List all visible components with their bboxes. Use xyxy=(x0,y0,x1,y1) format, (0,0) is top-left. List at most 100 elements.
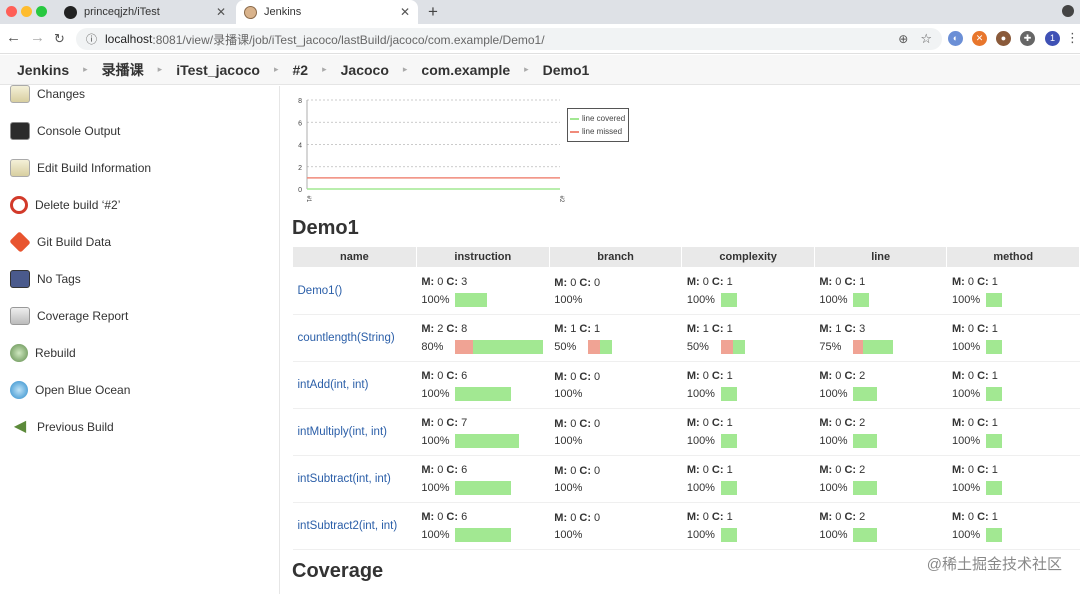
reload-icon[interactable]: ↻ xyxy=(54,31,65,46)
breadcrumb-item-jenkins[interactable]: Jenkins xyxy=(17,61,70,78)
breadcrumb-item-job[interactable]: iTest_jacoco xyxy=(176,61,260,78)
missed-count: 0 xyxy=(570,276,577,289)
coverage-cell: M: 1 C: 1 50% xyxy=(549,314,682,362)
y-tick-label: 2 xyxy=(298,165,302,172)
missed-count: 0 xyxy=(702,369,709,382)
missed-covered-counts: M: 0 C: 1 xyxy=(951,369,998,382)
new-tab-icon[interactable]: + xyxy=(428,2,438,21)
covered-count: 1 xyxy=(726,416,733,429)
column-header-complexity[interactable]: complexity xyxy=(681,246,815,268)
forward-icon[interactable]: → xyxy=(30,29,45,46)
missed-count: 0 xyxy=(570,370,577,383)
percentage-row: 100% xyxy=(421,386,549,401)
coverage-table: name instruction branch complexity line … xyxy=(292,246,1080,550)
close-window-button[interactable] xyxy=(6,6,17,17)
percentage-row: 50% xyxy=(687,339,815,354)
column-header-method[interactable]: method xyxy=(946,246,1080,268)
cookie-icon[interactable]: ● xyxy=(996,31,1011,46)
covered-count: 2 xyxy=(859,510,866,523)
method-link[interactable]: Demo1() xyxy=(292,267,417,315)
covered-count: 3 xyxy=(461,275,468,288)
breadcrumb-item-view[interactable]: 录播课 xyxy=(101,61,144,78)
coverage-trend-chart: 0 2 4 6 8 #1 #2 xyxy=(298,98,564,203)
legend-swatch xyxy=(570,130,579,133)
info-icon[interactable]: ⓘ xyxy=(86,34,97,46)
coverage-cell: M: 0 C: 1 100% xyxy=(814,267,947,315)
covered-count: 1 xyxy=(726,369,733,382)
address-bar[interactable]: ⓘ localhost:8081/view/录播课/job/iTest_jaco… xyxy=(76,28,942,50)
sidebar-item-delete-build[interactable]: Delete build ‘#2’ xyxy=(10,194,120,216)
missed-covered-counts: M: 0 C: 1 xyxy=(819,275,866,288)
sidebar-item-open-blue-ocean[interactable]: Open Blue Ocean xyxy=(10,379,130,401)
watermark: @稀土掘金技术社区 xyxy=(926,556,1062,573)
method-link[interactable]: countlength(String) xyxy=(292,314,417,362)
missed-covered-counts: M: 1 C: 3 xyxy=(819,322,866,335)
extension-icon[interactable]: ◐ xyxy=(948,31,963,46)
method-link[interactable]: intMultiply(int, int) xyxy=(292,408,417,456)
column-header-instruction[interactable]: instruction xyxy=(415,246,550,268)
sidebar-item-coverage-report[interactable]: Coverage Report xyxy=(10,305,128,327)
percentage-value: 100% xyxy=(819,387,848,400)
missed-covered-counts: M: 0 C: 1 xyxy=(951,275,998,288)
method-link[interactable]: intSubtract(int, int) xyxy=(292,455,417,503)
covered-count: 1 xyxy=(726,510,733,523)
method-link[interactable]: intSubtract2(int, int) xyxy=(292,502,417,550)
missed-covered-counts: M: 0 C: 7 xyxy=(421,416,468,429)
sidebar-item-label: Console Output xyxy=(37,124,121,138)
percentage-value: 100% xyxy=(421,481,450,494)
close-icon[interactable]: ✕ xyxy=(399,5,410,19)
sidebar-item-label: Rebuild xyxy=(35,346,76,360)
percentage-row: 100% xyxy=(952,527,1080,542)
legend-label: line covered xyxy=(582,114,626,123)
tab-jenkins[interactable]: Jenkins ✕ xyxy=(236,0,418,24)
coverage-cell: M: 0 C: 2 100% xyxy=(814,455,947,503)
breadcrumb-item-build[interactable]: #2 xyxy=(292,61,309,78)
coverage-bar xyxy=(853,480,878,495)
column-header-name[interactable]: name xyxy=(292,246,417,268)
close-icon[interactable]: ✕ xyxy=(215,5,226,19)
sidebar-item-git-build-data[interactable]: Git Build Data xyxy=(9,231,111,253)
zoom-icon[interactable]: ⊕ xyxy=(898,32,909,46)
chevron-right-icon: ▸ xyxy=(83,64,88,74)
sidebar-item-previous-build[interactable]: ◀ Previous Build xyxy=(10,416,114,438)
browser-toolbar: ← → ↻ ⓘ localhost:8081/view/录播课/job/iTes… xyxy=(0,24,1080,54)
percentage-value: 100% xyxy=(421,293,450,306)
bookmark-star-icon[interactable]: ☆ xyxy=(920,31,932,46)
missed-covered-counts: M: 0 C: 1 xyxy=(951,463,998,476)
minimize-window-button[interactable] xyxy=(21,6,32,17)
missed-count: 0 xyxy=(967,275,974,288)
tab-github[interactable]: princeqjzh/iTest ✕ xyxy=(56,0,234,24)
sidebar-item-rebuild[interactable]: Rebuild xyxy=(10,342,76,364)
covered-bar-segment xyxy=(455,292,488,307)
extension-icon[interactable]: ✕ xyxy=(972,31,987,46)
notepad-icon xyxy=(10,85,30,103)
covered-count: 1 xyxy=(991,275,998,288)
menu-icon[interactable]: ⋮ xyxy=(1066,30,1079,45)
percentage-value: 100% xyxy=(554,434,583,447)
sidebar-item-edit-build-information[interactable]: Edit Build Information xyxy=(10,157,151,179)
coverage-bar xyxy=(985,292,1002,307)
breadcrumb-item-jacoco[interactable]: Jacoco xyxy=(340,61,389,78)
missed-count: 1 xyxy=(702,322,709,335)
sidebar-item-no-tags[interactable]: No Tags xyxy=(10,268,81,290)
y-tick-label: 0 xyxy=(298,187,302,194)
column-header-line[interactable]: line xyxy=(813,246,948,268)
avatar[interactable]: 1 xyxy=(1045,31,1060,46)
puzzle-icon[interactable]: ✚ xyxy=(1020,31,1035,46)
breadcrumb-item-class[interactable]: Demo1 xyxy=(542,61,590,78)
chevron-down-icon[interactable] xyxy=(1062,5,1074,17)
missed-covered-counts: M: 0 C: 1 xyxy=(686,416,733,429)
method-link[interactable]: intAdd(int, int) xyxy=(292,361,417,409)
sidebar-item-changes[interactable]: Changes xyxy=(10,83,85,105)
breadcrumb-item-package[interactable]: com.example xyxy=(421,61,511,78)
missed-count: 1 xyxy=(570,322,577,335)
coverage-bar xyxy=(720,339,745,354)
back-icon[interactable]: ← xyxy=(6,29,21,46)
zoom-window-button[interactable] xyxy=(36,6,47,17)
missed-count: 0 xyxy=(570,464,577,477)
sidebar-item-label: Changes xyxy=(37,87,86,101)
sidebar-item-console-output[interactable]: Console Output xyxy=(10,120,120,142)
covered-count: 6 xyxy=(461,369,468,382)
column-header-branch[interactable]: branch xyxy=(548,246,683,268)
covered-bar-segment xyxy=(853,527,878,542)
